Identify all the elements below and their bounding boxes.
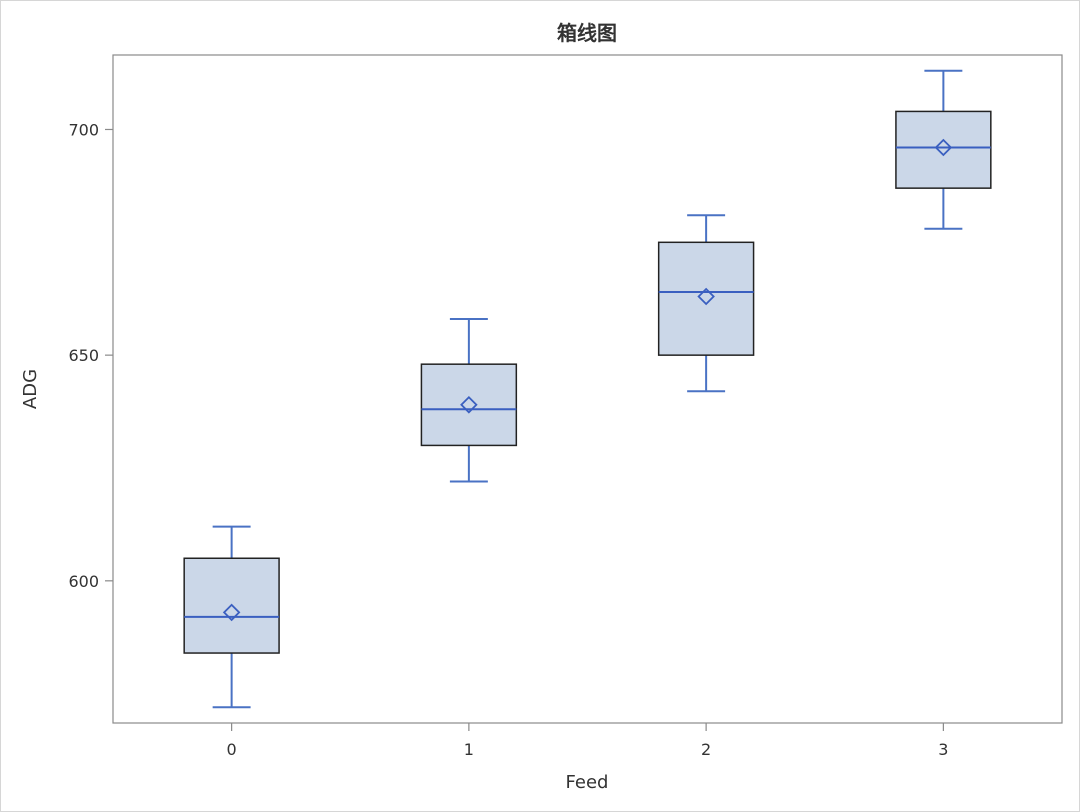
mean-marker — [697, 287, 715, 306]
x-tick-label: 3 — [938, 740, 948, 759]
box-iqr — [895, 110, 992, 189]
y-tick-label: 650 — [68, 346, 99, 365]
box-group — [183, 525, 280, 709]
x-axis-ticks: 0 1 2 3 — [227, 723, 948, 759]
box-iqr — [420, 363, 518, 447]
x-tick-label: 2 — [701, 740, 711, 759]
y-axis-label: ADG — [20, 369, 41, 409]
x-tick-label: 1 — [464, 740, 474, 759]
x-axis-label: Feed — [566, 772, 609, 793]
box-group — [420, 318, 518, 483]
plot-area — [112, 54, 1063, 724]
box-series — [183, 69, 992, 709]
box-group — [657, 214, 755, 393]
chart-title: 箱线图 — [557, 21, 617, 45]
mean-marker — [460, 396, 478, 414]
box-group — [895, 69, 992, 230]
y-tick-label: 600 — [68, 572, 99, 591]
box-iqr — [657, 241, 755, 356]
y-axis-ticks: 600 650 700 — [68, 120, 113, 591]
mean-marker — [934, 138, 953, 157]
x-tick-label: 0 — [227, 740, 237, 759]
y-tick-label: 700 — [68, 120, 99, 139]
mean-marker — [222, 603, 241, 622]
